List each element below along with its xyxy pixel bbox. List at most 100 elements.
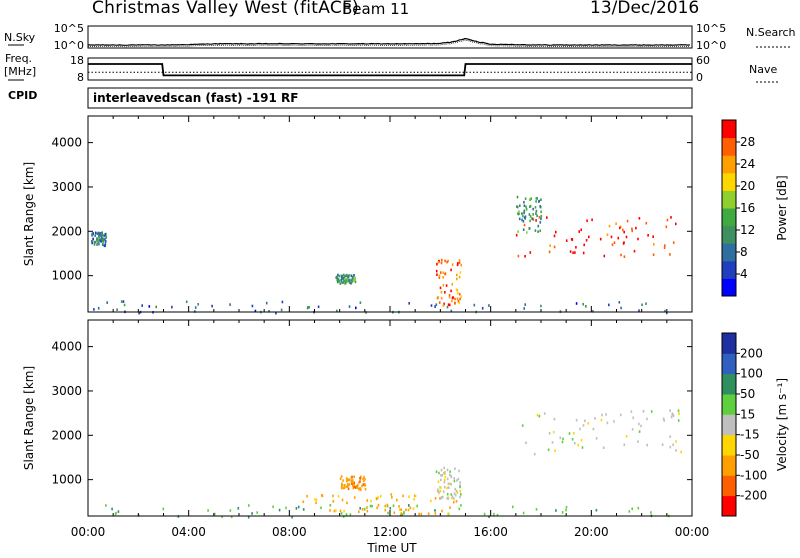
- velocity-cell: [575, 418, 578, 422]
- velocity-cell: [341, 483, 344, 487]
- power-cell: [534, 206, 537, 209]
- velocity-cell: [535, 508, 538, 511]
- power-cell: [586, 219, 588, 223]
- power-cell: [529, 251, 532, 254]
- velocity-colorbar-tick-label: -100: [740, 468, 767, 482]
- velocity-cell: [111, 507, 113, 511]
- velocity-cell: [405, 508, 407, 512]
- power-cell: [336, 280, 339, 284]
- power-cell: [456, 273, 458, 277]
- velocity-ytick-label: 2000: [51, 428, 82, 442]
- velocity-cell: [620, 413, 622, 417]
- velocity-cell: [413, 494, 416, 498]
- power-cell: [94, 231, 97, 235]
- velocity-cell: [350, 477, 353, 480]
- velocity-cell: [207, 509, 209, 512]
- power-cell: [436, 262, 438, 266]
- power-cell: [585, 305, 587, 308]
- velocity-cell: [459, 495, 461, 499]
- velocity-cell: [496, 513, 499, 517]
- velocity-cell: [360, 488, 362, 491]
- nsky-label: N.Sky: [4, 31, 36, 44]
- velocity-cell: [458, 507, 461, 511]
- power-cell: [529, 204, 532, 208]
- power-cell: [96, 243, 98, 246]
- power-colorbar-segment: [722, 260, 736, 279]
- power-cell: [588, 235, 590, 239]
- time-tick-label: 08:00: [272, 525, 307, 539]
- velocity-cell: [390, 493, 393, 496]
- velocity-cell: [493, 512, 495, 516]
- velocity-cell: [521, 424, 524, 427]
- power-cell: [338, 280, 340, 283]
- velocity-cell: [414, 494, 417, 498]
- velocity-cell: [430, 499, 432, 503]
- velocity-cell: [345, 513, 348, 516]
- velocity-cell: [442, 495, 444, 499]
- power-cell: [565, 239, 568, 242]
- power-cell: [523, 223, 526, 227]
- power-cell: [669, 253, 671, 256]
- power-cell: [548, 250, 551, 254]
- velocity-cell: [332, 494, 334, 498]
- velocity-cell: [444, 472, 446, 475]
- power-cell: [434, 305, 436, 308]
- velocity-cell: [449, 470, 451, 473]
- power-cell: [528, 227, 531, 230]
- power-cell: [446, 260, 448, 264]
- velocity-colorbar-segment: [722, 495, 736, 517]
- power-cell: [652, 253, 655, 256]
- power-cell: [348, 305, 351, 308]
- velocity-cell: [440, 478, 442, 482]
- power-cell: [100, 240, 102, 243]
- velocity-cell: [386, 503, 389, 507]
- velocity-cell: [420, 512, 423, 516]
- velocity-cell: [387, 511, 389, 515]
- velocity-cell: [353, 475, 355, 479]
- velocity-cell: [638, 430, 641, 433]
- cpid-label: CPID: [8, 89, 38, 102]
- cpid-frame: [87, 87, 693, 109]
- power-cell: [580, 228, 582, 232]
- velocity-cell: [114, 512, 117, 516]
- power-cell: [571, 238, 574, 241]
- power-cell: [345, 278, 347, 281]
- power-cell: [335, 276, 337, 279]
- velocity-ylabel: Slant Range [km]: [22, 366, 36, 470]
- power-cell: [116, 308, 118, 311]
- velocity-cell: [346, 485, 349, 488]
- velocity-cell: [391, 496, 393, 499]
- power-cell: [626, 219, 629, 223]
- velocity-cell: [363, 483, 366, 486]
- power-cell: [540, 304, 542, 308]
- velocity-cell: [320, 494, 323, 497]
- power-colorbar-segment: [722, 155, 736, 174]
- power-cell: [345, 280, 348, 284]
- power-cell: [535, 219, 537, 222]
- velocity-colorbar-segment: [722, 353, 736, 375]
- velocity-cell: [353, 481, 355, 485]
- velocity-cell: [339, 477, 342, 481]
- power-cell: [538, 215, 541, 219]
- power-cell: [280, 308, 283, 312]
- velocity-cell: [587, 422, 590, 425]
- velocity-cell: [669, 435, 671, 438]
- nave-label: Nave: [749, 63, 778, 76]
- power-cell: [523, 209, 526, 213]
- power-cell: [523, 216, 526, 219]
- velocity-cell: [359, 480, 361, 483]
- power-cell: [540, 210, 542, 214]
- power-cell: [458, 259, 461, 262]
- velocity-cell: [638, 422, 640, 426]
- velocity-cell: [640, 424, 642, 428]
- power-cell: [91, 232, 94, 235]
- velocity-cell: [340, 475, 343, 478]
- velocity-cell: [548, 432, 551, 435]
- velocity-cell: [335, 509, 337, 512]
- velocity-cell: [675, 440, 677, 443]
- velocity-cell: [399, 508, 401, 511]
- power-cell: [623, 255, 626, 258]
- velocity-cell: [359, 486, 361, 490]
- velocity-cell: [661, 443, 664, 446]
